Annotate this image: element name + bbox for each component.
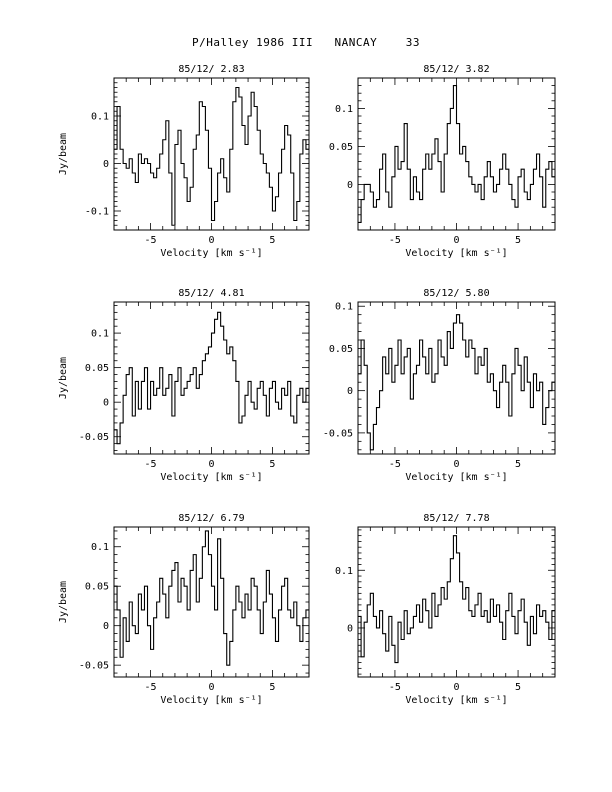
panel-title: 85/12/ 6.79 xyxy=(178,513,244,524)
panel-title: 85/12/ 5.80 xyxy=(423,288,489,299)
y-tick-label: 0 xyxy=(103,398,109,409)
x-tick-label: -5 xyxy=(389,235,401,246)
x-axis-label: Velocity [km s⁻¹] xyxy=(405,695,507,706)
y-tick-label: 0.1 xyxy=(91,329,109,340)
plot-frame xyxy=(113,301,310,455)
y-tick-label: 0.1 xyxy=(91,112,109,123)
x-tick-label: -5 xyxy=(145,459,157,470)
y-tick-label: 0 xyxy=(103,621,109,632)
spectrum-panel-5: 85/12/ 6.79 -5 0 5 -0.05 0 0.05 0.1 Velocity [km… xyxy=(58,513,310,706)
spectrum-panel-6: 85/12/ 7.78 -5 0 5 0 0.1 Velocity [km s⁻¹] xyxy=(335,513,556,706)
y-tick-label: 0 xyxy=(347,623,353,634)
y-tick-label: -0.05 xyxy=(79,432,109,443)
y-tick-label: -0.1 xyxy=(85,207,109,218)
x-tick-label: -5 xyxy=(145,235,157,246)
x-axis-label: Velocity [km s⁻¹] xyxy=(160,248,262,259)
x-tick-label: 0 xyxy=(208,459,214,470)
y-tick-label: -0.05 xyxy=(323,428,353,439)
x-axis-label: Velocity [km s⁻¹] xyxy=(405,248,507,259)
y-tick-label: 0 xyxy=(347,180,353,191)
spectrum-line xyxy=(114,530,309,666)
x-tick-label: 5 xyxy=(515,235,521,246)
x-tick-label: -5 xyxy=(145,682,157,693)
x-tick-label: 0 xyxy=(453,682,459,693)
page-title: P/Halley 1986 III NANCAY 33 xyxy=(192,36,420,49)
y-tick-label: -0.05 xyxy=(79,661,109,672)
x-tick-label: -5 xyxy=(389,682,401,693)
spectrum-panel-1: 85/12/ 2.83 -5 0 5 -0.1 0 0.1 Velocity [km s⁻¹]… xyxy=(58,64,310,259)
x-tick-label: 5 xyxy=(269,459,275,470)
spectrum-line xyxy=(358,85,555,223)
plot-frame xyxy=(113,526,310,678)
panel-title: 85/12/ 2.83 xyxy=(178,64,244,75)
y-tick-label: 0.05 xyxy=(329,142,353,153)
x-tick-label: 5 xyxy=(515,682,521,693)
x-tick-label: 0 xyxy=(453,459,459,470)
y-tick-label: 0 xyxy=(347,386,353,397)
spectrum-line xyxy=(114,311,309,445)
panel-title: 85/12/ 4.81 xyxy=(178,288,244,299)
x-axis-label: Velocity [km s⁻¹] xyxy=(160,695,262,706)
x-tick-label: 0 xyxy=(208,235,214,246)
x-tick-label: 5 xyxy=(269,682,275,693)
x-tick-label: 5 xyxy=(269,235,275,246)
y-tick-label: 0.1 xyxy=(335,566,353,577)
y-tick-label: 0.05 xyxy=(329,344,353,355)
y-tick-label: 0.1 xyxy=(91,542,109,553)
y-tick-label: 0.1 xyxy=(335,104,353,115)
y-axis-label: Jy/beam xyxy=(58,357,69,399)
y-tick-label: 0.1 xyxy=(335,302,353,313)
x-tick-label: 0 xyxy=(208,682,214,693)
y-tick-label: 0.05 xyxy=(85,363,109,374)
x-axis-label: Velocity [km s⁻¹] xyxy=(160,472,262,483)
spectrum-panel-2: 85/12/ 3.82 -5 0 5 0 0.05 0.1 Velocity [km s⁻¹] xyxy=(329,64,556,259)
spectrum-line xyxy=(358,314,555,451)
panel-title: 85/12/ 3.82 xyxy=(423,64,489,75)
spectrum-panel-3: 85/12/ 4.81 -5 0 5 -0.05 0 0.05 0.1 Velocity [km… xyxy=(58,288,310,483)
y-axis-label: Jy/beam xyxy=(58,133,69,175)
y-tick-label: 0.05 xyxy=(85,582,109,593)
panel-title: 85/12/ 7.78 xyxy=(423,513,489,524)
plot-frame xyxy=(357,301,556,455)
x-tick-label: 0 xyxy=(453,235,459,246)
spectrum-line xyxy=(114,86,309,226)
y-tick-label: 0 xyxy=(103,159,109,170)
x-tick-label: 5 xyxy=(515,459,521,470)
spectrum-panel-4: 85/12/ 5.80 -5 0 5 -0.05 0 0.05 0.1 Velocity [km… xyxy=(323,288,556,483)
x-tick-label: -5 xyxy=(389,459,401,470)
x-axis-label: Velocity [km s⁻¹] xyxy=(405,472,507,483)
spectrum-line xyxy=(358,535,555,664)
y-axis-label: Jy/beam xyxy=(58,581,69,623)
